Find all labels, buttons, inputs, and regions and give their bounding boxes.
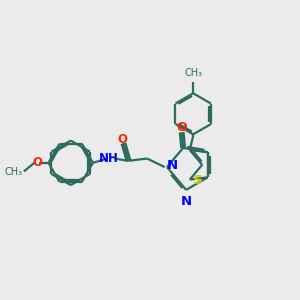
Text: NH: NH	[99, 152, 118, 165]
Text: CH₃: CH₃	[5, 167, 23, 177]
Text: S: S	[193, 175, 203, 188]
Text: N: N	[167, 159, 178, 172]
Text: O: O	[33, 156, 43, 169]
Text: N: N	[181, 195, 192, 208]
Text: CH₃: CH₃	[184, 68, 202, 79]
Text: O: O	[176, 122, 187, 134]
Text: O: O	[117, 133, 127, 146]
